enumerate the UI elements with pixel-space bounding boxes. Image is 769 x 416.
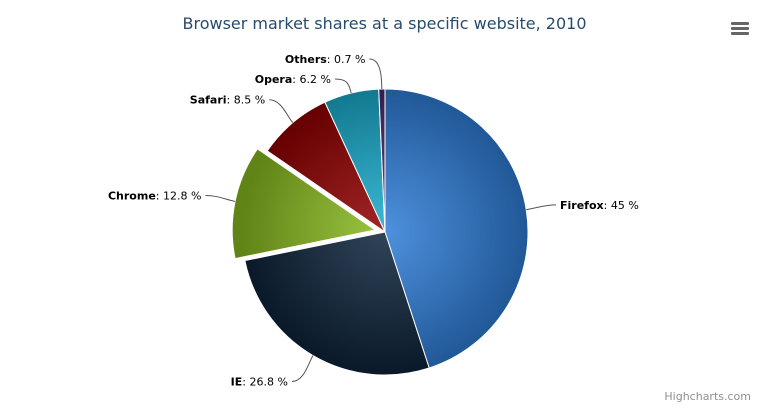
data-label-name: Firefox: [560, 199, 604, 212]
hamburger-menu-icon[interactable]: [731, 22, 749, 38]
data-label-opera: Opera: 6.2 %: [255, 73, 331, 86]
data-label-name: Opera: [255, 73, 293, 86]
data-label-value: : 45 %: [604, 199, 639, 212]
data-label-ie: IE: 26.8 %: [231, 375, 288, 388]
pie-slice-firefox[interactable]: [384, 88, 529, 369]
data-label-name: Others: [285, 53, 327, 66]
connector-firefox: [526, 204, 557, 211]
data-label-value: : 26.8 %: [242, 375, 288, 388]
data-label-name: IE: [231, 375, 243, 388]
connector-safari: [269, 99, 294, 124]
data-label-name: Chrome: [108, 189, 156, 202]
data-label-value: : 6.2 %: [292, 73, 331, 86]
data-label-others: Others: 0.7 %: [285, 53, 366, 66]
data-label-value: : 12.8 %: [156, 189, 202, 202]
credits-link[interactable]: Highcharts.com: [664, 390, 751, 403]
data-label-chrome: Chrome: 12.8 %: [108, 189, 201, 202]
data-label-safari: Safari: 8.5 %: [190, 94, 265, 107]
connector-chrome: [205, 194, 236, 202]
data-label-value: : 8.5 %: [227, 94, 266, 107]
connector-ie: [291, 355, 314, 382]
chart-title: Browser market shares at a specific webs…: [182, 14, 587, 33]
data-label-name: Safari: [190, 94, 227, 107]
connector-opera: [334, 78, 352, 94]
pie-slice-ie[interactable]: [244, 231, 430, 376]
connector-others: [369, 58, 383, 90]
data-label-firefox: Firefox: 45 %: [560, 199, 639, 212]
pie-slice-others[interactable]: [378, 88, 386, 233]
data-label-value: : 0.7 %: [327, 53, 366, 66]
